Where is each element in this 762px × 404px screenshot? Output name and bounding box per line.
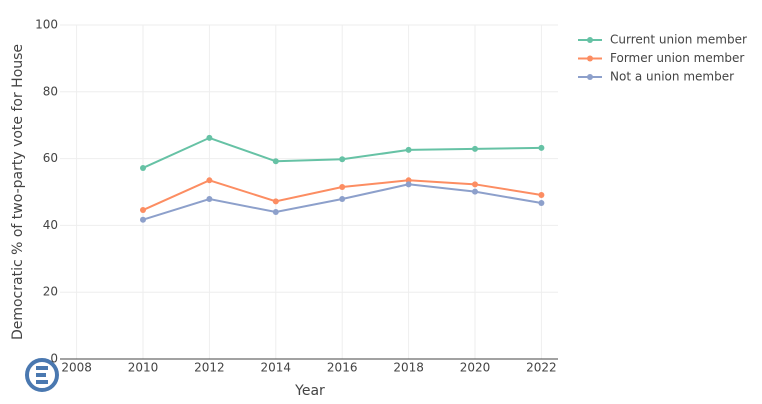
y-tick-label: 20 bbox=[43, 285, 58, 299]
data-point bbox=[472, 181, 478, 188]
y-axis-title: Democratic % of two-party vote for House bbox=[10, 44, 26, 340]
data-point bbox=[140, 164, 146, 171]
data-point bbox=[339, 156, 346, 163]
x-tick-label: 2020 bbox=[460, 361, 491, 375]
x-tick-label: 2018 bbox=[393, 361, 424, 375]
legend-label: Not a union member bbox=[610, 70, 734, 84]
legend-swatch bbox=[587, 74, 593, 80]
data-point bbox=[405, 181, 412, 188]
x-tick-label: 2008 bbox=[61, 361, 92, 375]
legend-swatch bbox=[587, 55, 593, 62]
x-tick-label: 2022 bbox=[526, 361, 557, 375]
data-point bbox=[272, 198, 279, 205]
x-tick-label: 2010 bbox=[128, 361, 159, 375]
y-tick-label: 100 bbox=[35, 18, 58, 32]
data-point bbox=[339, 183, 346, 190]
x-axis-title: Year bbox=[294, 383, 325, 399]
data-point bbox=[538, 192, 545, 199]
x-tick-label: 2012 bbox=[194, 361, 225, 375]
data-point bbox=[206, 177, 213, 184]
y-tick-label: 80 bbox=[43, 84, 58, 98]
data-point bbox=[206, 196, 213, 203]
data-point bbox=[405, 146, 412, 153]
data-point bbox=[472, 188, 478, 195]
data-point bbox=[538, 144, 545, 151]
data-point bbox=[140, 216, 146, 223]
data-point bbox=[206, 134, 213, 141]
data-point bbox=[140, 207, 146, 214]
logo bbox=[25, 358, 59, 392]
x-tick-label: 2016 bbox=[327, 361, 358, 375]
data-point bbox=[272, 158, 279, 165]
legend-label: Former union member bbox=[610, 51, 744, 65]
legend-label: Current union member bbox=[610, 33, 747, 47]
y-tick-label: 0 bbox=[50, 352, 58, 366]
y-tick-label: 60 bbox=[43, 151, 58, 165]
data-point bbox=[272, 209, 279, 216]
data-point bbox=[538, 200, 545, 207]
data-point bbox=[472, 145, 478, 152]
x-tick-label: 2014 bbox=[261, 361, 292, 375]
legend-swatch bbox=[587, 37, 593, 43]
data-point bbox=[339, 196, 346, 203]
y-tick-label: 40 bbox=[43, 218, 58, 232]
